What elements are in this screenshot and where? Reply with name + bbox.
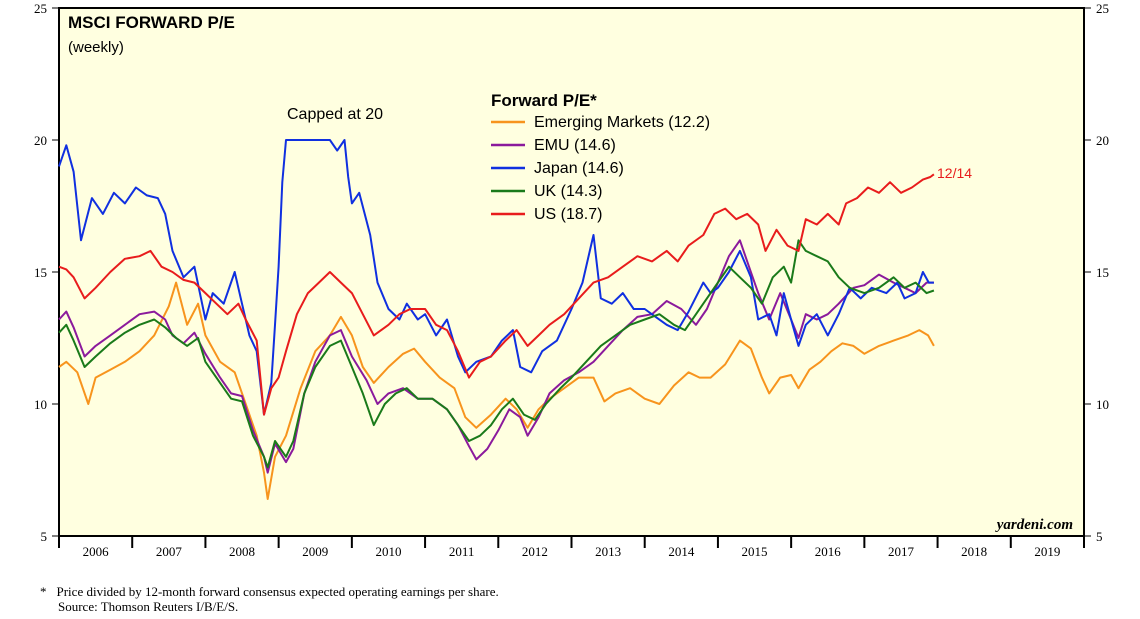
source-note: Source: Thomson Reuters I/B/E/S. <box>58 599 239 614</box>
legend-label: US (18.7) <box>534 206 602 223</box>
footnote: * Price divided by 12-month forward conse… <box>40 584 499 600</box>
x-tick-label: 2007 <box>156 544 183 559</box>
legend: Emerging Markets (12.2) EMU (14.6) Japan (… <box>491 114 710 223</box>
legend-label: UK (14.3) <box>534 183 602 200</box>
y-tick-label-left: 15 <box>34 265 47 280</box>
chart-title: MSCI FORWARD P/E <box>68 13 235 32</box>
y-tick-label-right: 10 <box>1096 397 1109 412</box>
series-line-uk <box>58 239 935 469</box>
series-line-japan <box>58 139 934 416</box>
y-tick-label-right: 5 <box>1096 529 1103 544</box>
x-tick-label: 2008 <box>229 544 255 559</box>
chart-subtitle: (weekly) <box>68 39 124 56</box>
y-tick-label-left: 10 <box>34 397 47 412</box>
series-line-us <box>58 173 935 416</box>
x-tick-label: 2010 <box>375 544 401 559</box>
capped-annotation: Capped at 20 <box>287 106 383 123</box>
x-tick-label: 2015 <box>742 544 768 559</box>
series-layer <box>58 139 935 500</box>
x-tick-label: 2011 <box>449 544 475 559</box>
y-tick-label-right: 20 <box>1096 133 1109 148</box>
x-tick-label: 2012 <box>522 544 548 559</box>
legend-label: Japan (14.6) <box>534 160 624 177</box>
end-date-label: 12/14 <box>937 165 972 181</box>
series-line-emerging-markets <box>58 281 935 500</box>
x-tick-label: 2006 <box>83 544 110 559</box>
y-tick-label-left: 20 <box>34 133 47 148</box>
legend-label: EMU (14.6) <box>534 137 616 154</box>
y-tick-label-left: 25 <box>34 1 47 16</box>
watermark: yardeni.com <box>995 517 1073 533</box>
y-tick-label-right: 25 <box>1096 1 1109 16</box>
y-tick-label-left: 5 <box>41 529 48 544</box>
plot-background <box>58 7 1085 537</box>
x-tick-label: 2016 <box>815 544 842 559</box>
y-tick-label-right: 15 <box>1096 265 1109 280</box>
legend-title: Forward P/E* <box>491 91 597 110</box>
x-tick-label: 2017 <box>888 544 915 559</box>
x-tick-label: 2014 <box>668 544 695 559</box>
footnote-text: Price divided by 12-month forward consen… <box>56 584 499 599</box>
axes-layer: 5 5 10 10 15 15 20 20 25 25 2006 2007 2008 2009 2010 20… <box>34 1 1109 559</box>
x-tick-label: 2019 <box>1034 544 1060 559</box>
x-tick-label: 2018 <box>961 544 987 559</box>
legend-label: Emerging Markets (12.2) <box>534 114 710 131</box>
x-tick-label: 2009 <box>302 544 328 559</box>
footnote-star: * <box>40 584 47 599</box>
x-tick-label: 2013 <box>595 544 621 559</box>
